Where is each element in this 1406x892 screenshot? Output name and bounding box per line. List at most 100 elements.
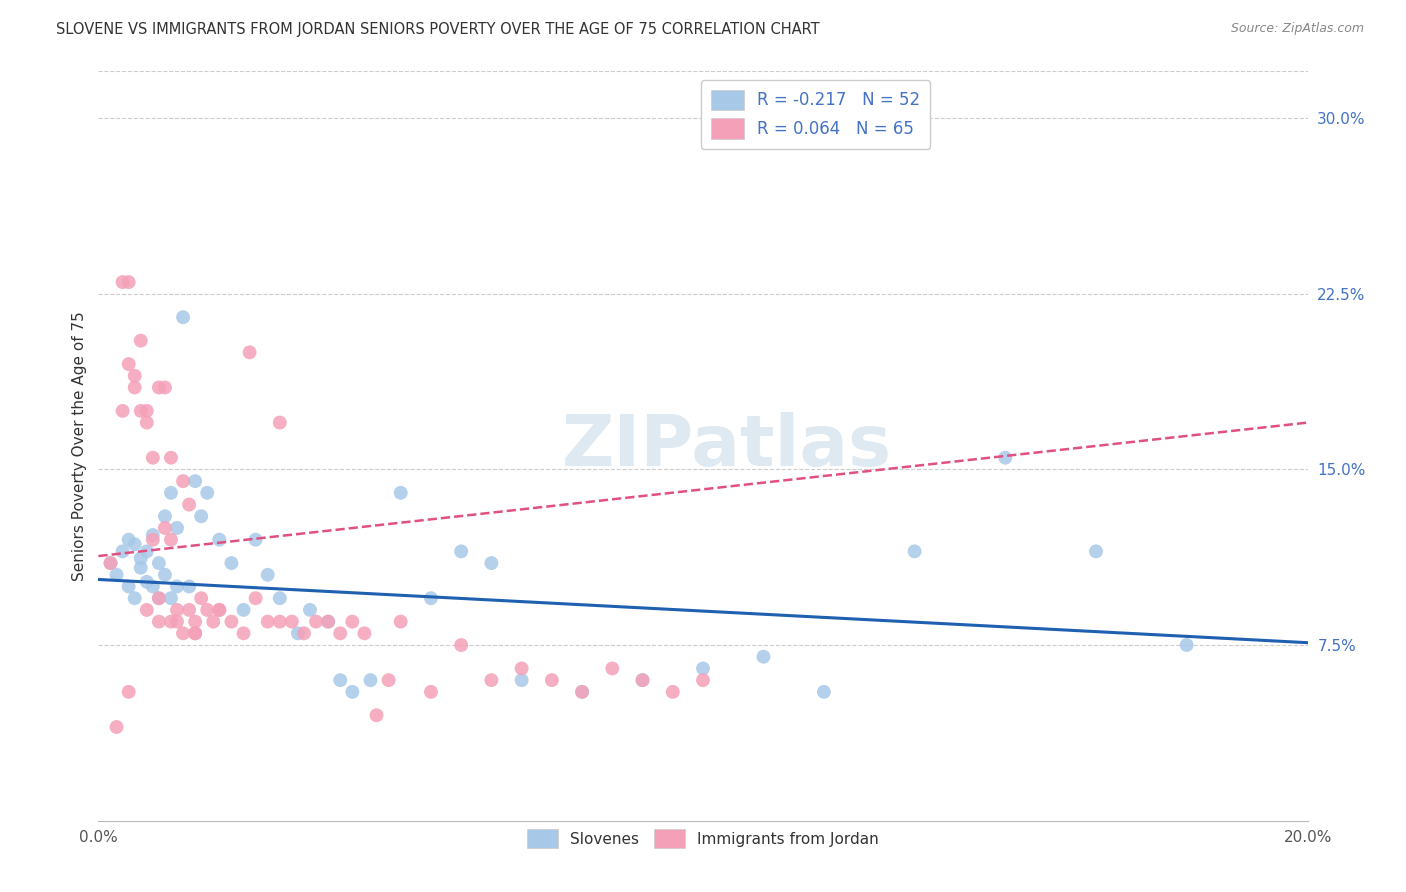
Point [360,673,382,688]
Point [129,551,152,566]
Point [540,673,562,688]
Point [316,615,339,629]
Point [299,603,322,617]
Point [172,474,194,488]
Point [481,673,503,688]
Point [118,685,141,699]
Point [420,591,443,606]
Point [100,556,122,570]
Point [292,626,315,640]
Point [142,580,165,594]
Point [166,603,188,617]
Point [269,591,291,606]
Point [105,720,128,734]
Point [208,603,231,617]
Point [221,556,243,570]
Point [129,561,152,575]
Point [239,345,262,359]
Point [135,416,157,430]
Point [208,603,231,617]
Point [287,626,309,640]
Point [179,580,201,594]
Point [172,310,194,325]
Point [195,603,218,617]
Point [1085,544,1108,558]
Point [631,673,654,688]
Point [100,556,122,570]
Point [342,615,364,629]
Point [281,615,304,629]
Point [153,567,176,582]
Point [135,574,157,589]
Point [329,673,352,688]
Point [153,509,176,524]
Point [111,404,134,418]
Point [661,685,683,699]
Point [124,380,146,394]
Point [142,528,165,542]
Point [124,368,146,383]
Point [450,638,472,652]
Point [184,474,207,488]
Point [389,615,412,629]
Point [366,708,388,723]
Point [481,556,503,570]
Point [232,603,254,617]
Point [353,626,375,640]
Point [148,615,170,629]
Point [245,533,267,547]
Point [135,603,157,617]
Point [184,626,207,640]
Point [129,404,152,418]
Point [118,357,141,371]
Point [135,544,157,558]
Point [305,615,328,629]
Point [166,521,188,535]
Point [571,685,593,699]
Point [124,537,146,551]
Point [111,275,134,289]
Point [1175,638,1198,652]
Point [208,533,231,547]
Point [105,567,128,582]
Point [269,615,291,629]
Text: ZIPatlas: ZIPatlas [562,411,893,481]
Point [166,615,188,629]
Point [142,533,165,547]
Point [571,685,593,699]
Legend: Slovenes, Immigrants from Jordan: Slovenes, Immigrants from Jordan [522,823,884,855]
Point [904,544,927,558]
Point [631,673,654,688]
Point [221,615,243,629]
Point [389,485,412,500]
Point [111,544,134,558]
Text: Source: ZipAtlas.com: Source: ZipAtlas.com [1230,22,1364,36]
Point [510,673,533,688]
Point [129,334,152,348]
Point [148,591,170,606]
Point [190,509,212,524]
Point [256,615,278,629]
Point [195,485,218,500]
Point [202,615,225,629]
Point [179,603,201,617]
Point [813,685,835,699]
Point [160,615,183,629]
Point [166,580,188,594]
Point [118,580,141,594]
Point [329,626,352,640]
Point [184,615,207,629]
Point [148,380,170,394]
Point [377,673,399,688]
Point [510,661,533,675]
Point [342,685,364,699]
Point [269,416,291,430]
Point [142,450,165,465]
Point [692,661,714,675]
Y-axis label: Seniors Poverty Over the Age of 75: Seniors Poverty Over the Age of 75 [72,311,87,581]
Point [752,649,775,664]
Point [148,591,170,606]
Point [153,521,176,535]
Point [420,685,443,699]
Point [160,591,183,606]
